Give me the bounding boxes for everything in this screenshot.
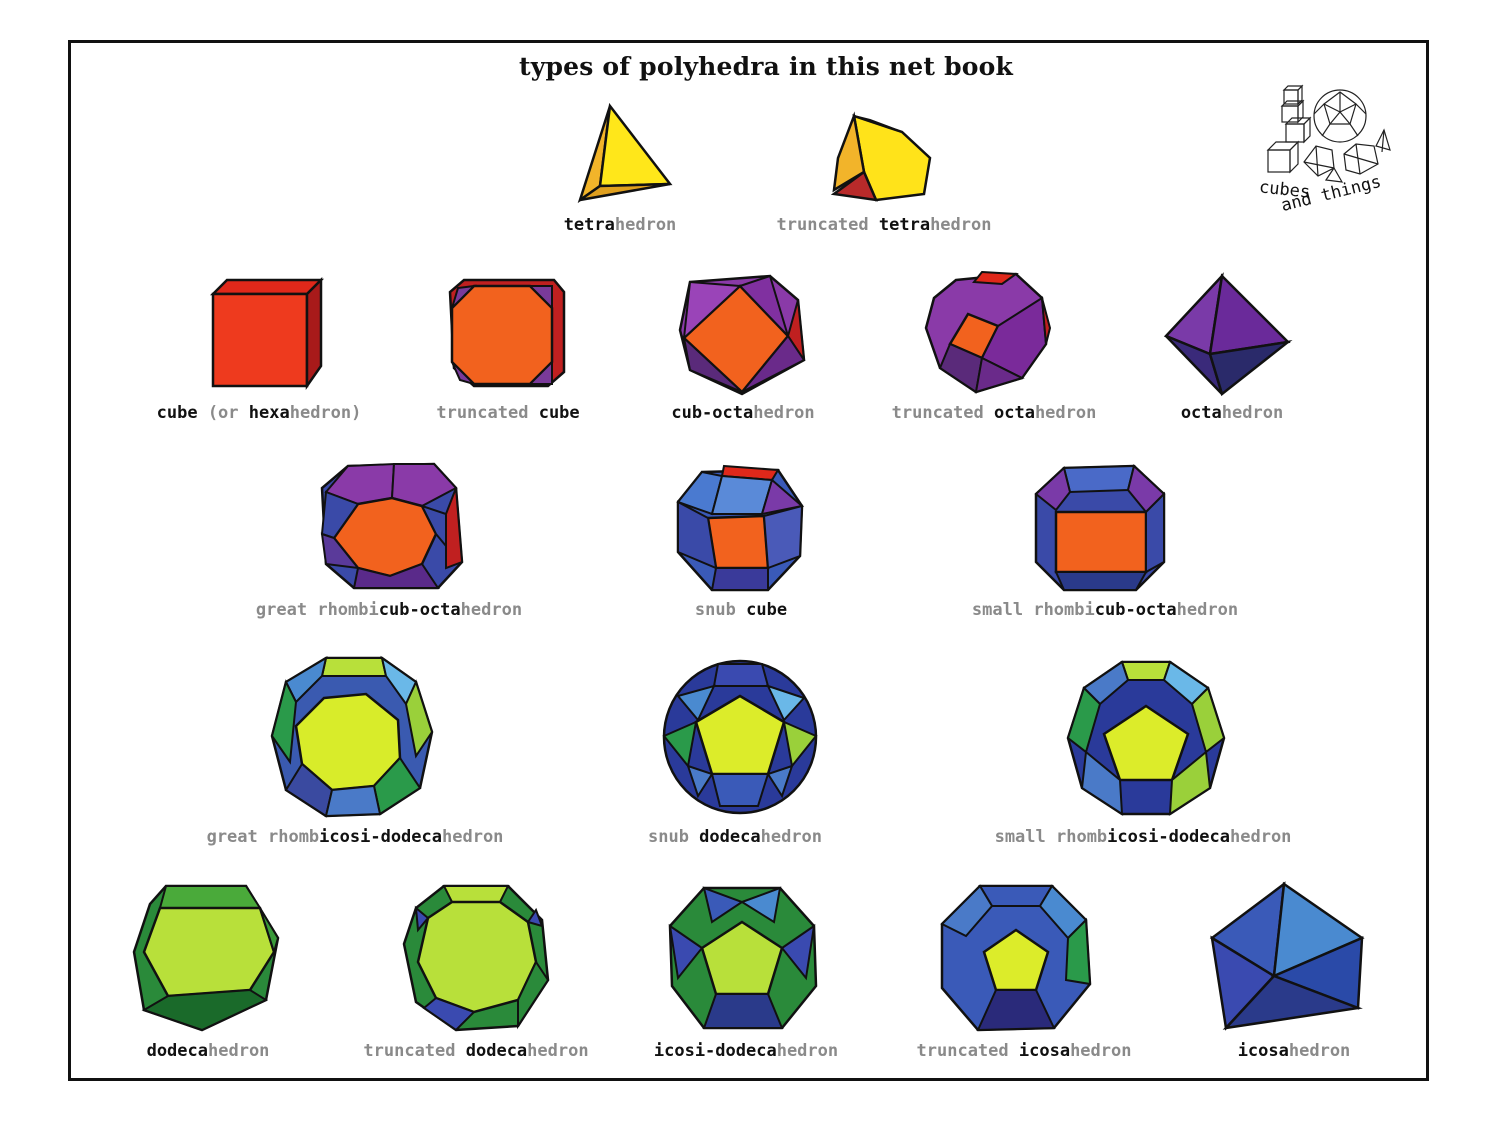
- label-part: great rhomb: [206, 827, 320, 847]
- label-part: cub-octa: [378, 600, 461, 620]
- label-great-rhombicub-octahedron: great rhombicub-octahedron: [256, 600, 522, 620]
- label-cube: cube (or hexahedron): [157, 403, 362, 423]
- label-part: (or: [207, 403, 249, 423]
- snub-dodecahedron-shape: [662, 659, 818, 815]
- great-rhombicub-octahedron-shape: [320, 462, 464, 590]
- label-part: hedron: [930, 215, 992, 235]
- label-icosahedron: icosahedron: [1238, 1041, 1351, 1061]
- page-title: types of polyhedra in this net book: [518, 52, 1014, 81]
- cube-shape: [209, 276, 325, 390]
- label-part: octa: [1180, 403, 1222, 423]
- snub-cube-shape: [676, 464, 805, 592]
- label-part: hedron: [460, 600, 523, 620]
- label-truncated-tetrahedron: truncated tetrahedron: [777, 215, 992, 235]
- octahedron-shape: [1163, 272, 1293, 397]
- label-part: hedron: [1176, 600, 1239, 620]
- label-part: great rhombi: [255, 600, 379, 620]
- label-part: icosi-dodeca: [1107, 827, 1230, 847]
- label-part: truncated: [776, 215, 879, 235]
- label-part: hedron: [527, 1041, 589, 1061]
- label-tetrahedron: tetrahedron: [564, 215, 677, 235]
- label-part: tetra: [563, 215, 615, 235]
- label-small-rhombicub-octahedron: small rhombicub-octahedron: [972, 600, 1238, 620]
- label-truncated-dodecahedron: truncated dodecahedron: [363, 1041, 588, 1061]
- label-part: cube: [746, 600, 788, 620]
- label-part: hedron: [208, 1041, 270, 1061]
- great-rhombicosi-dodecahedron-shape: [270, 655, 434, 818]
- label-truncated-cube: truncated cube: [436, 403, 579, 423]
- label-part: dodeca: [146, 1041, 208, 1061]
- label-snub-cube: snub cube: [695, 600, 787, 620]
- label-part: icosi-dodeca: [319, 827, 442, 847]
- cubes-and-things-logo: [1266, 84, 1391, 183]
- label-part: tetra: [878, 215, 931, 235]
- label-part: icosi-dodeca: [653, 1041, 777, 1061]
- label-part: snub: [694, 600, 747, 620]
- label-part: hedron: [760, 827, 823, 847]
- label-part: hedron: [1288, 1041, 1351, 1061]
- small-rhombicosi-dodecahedron-shape: [1066, 660, 1226, 816]
- label-part: cube: [156, 403, 208, 423]
- label-part: hedron: [614, 215, 677, 235]
- label-part: small rhombi: [971, 600, 1095, 620]
- label-part: hedron: [1230, 827, 1292, 847]
- truncated-dodecahedron-shape: [402, 884, 550, 1032]
- icosahedron-shape: [1209, 881, 1365, 1031]
- label-part: hedron): [289, 403, 362, 423]
- truncated-icosahedron-shape: [940, 884, 1092, 1032]
- label-part: hedron: [1034, 403, 1097, 423]
- label-part: cube: [538, 403, 580, 423]
- label-part: cub-octa: [671, 403, 754, 423]
- label-part: truncated: [891, 403, 994, 423]
- label-part: cub-octa: [1094, 600, 1177, 620]
- label-part: hedron: [753, 403, 815, 423]
- icosi-dodecahedron-shape: [668, 886, 818, 1030]
- label-truncated-icosahedron: truncated icosahedron: [917, 1041, 1132, 1061]
- label-snub-dodecahedron: snub dodecahedron: [648, 827, 822, 847]
- label-part: truncated: [916, 1041, 1019, 1061]
- small-rhombicub-octahedron-shape: [1034, 464, 1166, 592]
- dodecahedron-shape: [132, 884, 280, 1032]
- label-part: octa: [993, 403, 1035, 423]
- label-truncated-octahedron: truncated octahedron: [892, 403, 1097, 423]
- tetrahedron-shape: [577, 102, 673, 204]
- label-cub-octahedron: cub-octahedron: [671, 403, 814, 423]
- label-part: truncated: [436, 403, 539, 423]
- truncated-tetrahedron-shape: [830, 111, 932, 202]
- label-part: hedron: [442, 827, 504, 847]
- label-part: small rhomb: [994, 827, 1108, 847]
- label-part: icosa: [1018, 1041, 1071, 1061]
- label-part: icosa: [1237, 1041, 1289, 1061]
- label-dodecahedron: dodecahedron: [147, 1041, 270, 1061]
- label-part: snub: [647, 827, 700, 847]
- label-small-rhombicosi-dodecahedron: small rhombicosi-dodecahedron: [995, 827, 1292, 847]
- label-icosi-dodecahedron: icosi-dodecahedron: [654, 1041, 838, 1061]
- label-part: hedron: [1221, 403, 1284, 423]
- label-part: dodeca: [465, 1041, 528, 1061]
- page-border: [68, 40, 1429, 1081]
- label-part: hedron: [776, 1041, 839, 1061]
- label-part: dodeca: [699, 827, 761, 847]
- label-great-rhombicosi-dodecahedron: great rhombicosi-dodecahedron: [207, 827, 504, 847]
- truncated-cube-shape: [448, 278, 566, 388]
- label-part: truncated: [363, 1041, 466, 1061]
- label-part: hexa: [248, 403, 290, 423]
- label-part: hedron: [1070, 1041, 1132, 1061]
- truncated-octahedron-shape: [924, 270, 1052, 394]
- label-octahedron: octahedron: [1181, 403, 1283, 423]
- cub-octahedron-shape: [678, 274, 806, 396]
